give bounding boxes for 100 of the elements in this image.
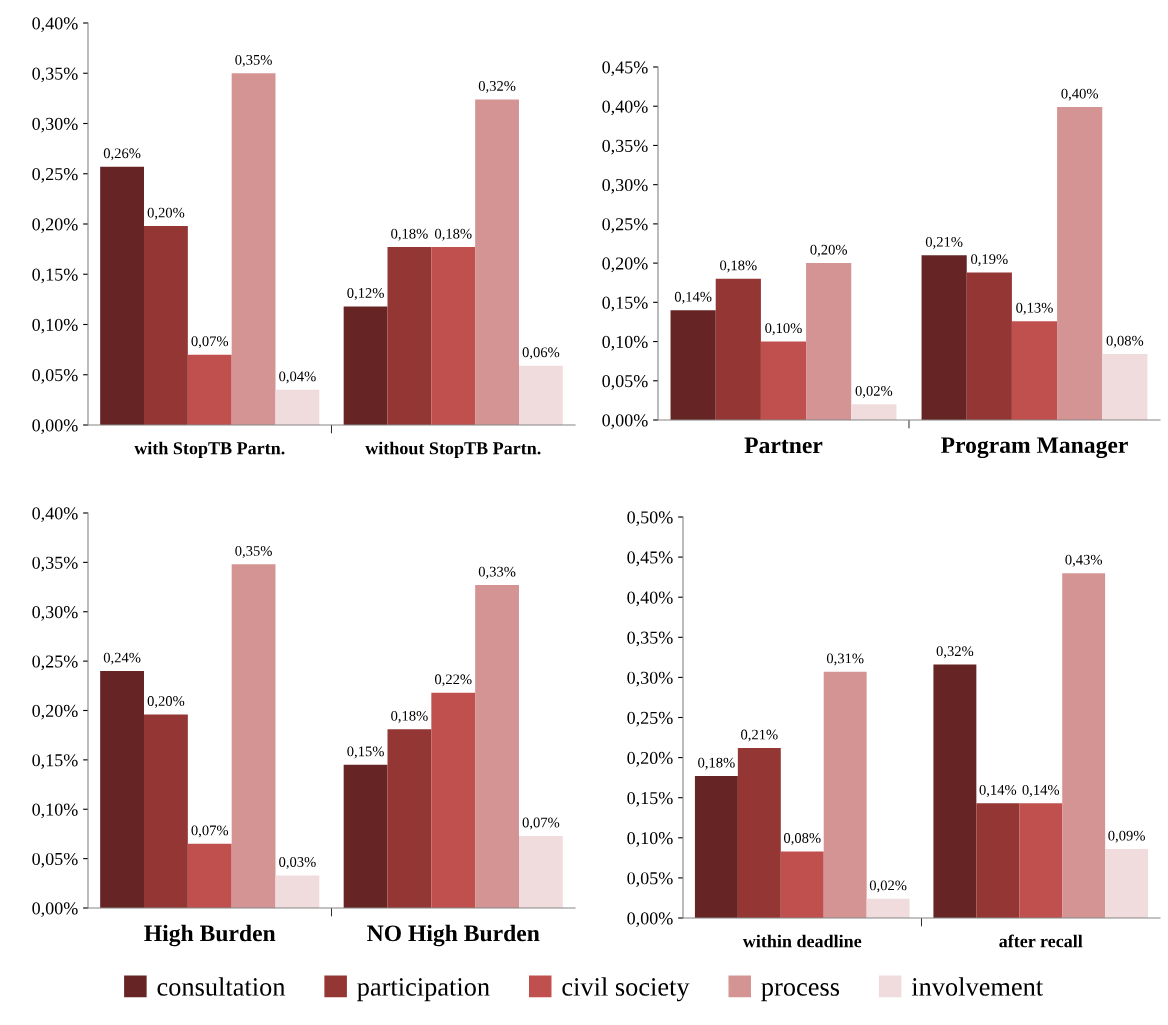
bar <box>976 803 1020 918</box>
bar <box>823 671 867 918</box>
bar <box>1011 321 1058 420</box>
data-label: 0,07% <box>522 817 560 830</box>
bar <box>921 255 967 420</box>
y-tick-label: 0,45% <box>602 61 648 77</box>
y-tick-label: 0,00% <box>32 902 78 918</box>
bar <box>187 843 232 908</box>
data-label: 0,22% <box>434 674 472 687</box>
y-tick-label: 0,50% <box>627 511 673 527</box>
data-label: 0,33% <box>478 566 516 579</box>
bar <box>1102 354 1148 420</box>
bar <box>1057 107 1103 420</box>
data-label: 0,32% <box>478 81 516 93</box>
bar <box>431 247 476 425</box>
y-tick-label: 0,30% <box>32 606 78 621</box>
y-tick-label: 0,30% <box>602 178 648 194</box>
y-tick-label: 0,30% <box>627 671 673 687</box>
y-tick-label: 0,25% <box>32 655 78 671</box>
data-label: 0,35% <box>235 545 272 558</box>
bar <box>966 272 1012 420</box>
bar <box>475 585 519 908</box>
y-tick-label: 0,35% <box>32 556 78 572</box>
legend-label: process <box>761 983 840 1002</box>
y-tick-label: 0,10% <box>32 803 78 819</box>
y-tick-label: 0,10% <box>602 335 648 351</box>
y-tick-label: 0,05% <box>627 872 673 887</box>
data-label: 0,18% <box>391 228 428 241</box>
y-tick-label: 0,15% <box>32 268 78 284</box>
y-tick-label: 0,40% <box>32 17 78 33</box>
data-label: 0,31% <box>826 653 864 666</box>
legend-label: civil society <box>562 977 690 1002</box>
y-tick-label: 0,25% <box>627 711 673 727</box>
data-label: 0,15% <box>347 746 384 759</box>
y-tick-label: 0,10% <box>627 832 673 847</box>
bar <box>100 166 144 425</box>
data-label: 0,02% <box>869 880 907 893</box>
y-tick-label: 0,00% <box>627 912 673 928</box>
data-label: 0,09% <box>1108 830 1145 843</box>
data-label: 0,35% <box>235 54 272 67</box>
y-tick-label: 0,40% <box>627 591 673 607</box>
y-tick-label: 0,25% <box>32 168 78 183</box>
bar <box>475 99 519 425</box>
legend-label: involvement <box>911 977 1044 996</box>
data-label: 0,14% <box>1022 784 1060 797</box>
y-tick-label: 0,00% <box>602 414 648 430</box>
data-label: 0,08% <box>783 833 821 846</box>
data-label: 0,02% <box>855 385 893 398</box>
y-tick-label: 0,05% <box>32 369 78 384</box>
bar <box>866 898 910 918</box>
data-label: 0,03% <box>279 857 316 869</box>
x-tick-label: NO High Burden <box>367 924 540 947</box>
data-label: 0,20% <box>147 207 185 220</box>
y-tick-label: 0,20% <box>32 218 78 234</box>
x-tick-label: without StopTB Partn. <box>365 441 541 459</box>
bar <box>343 764 388 908</box>
bar <box>1062 573 1106 918</box>
data-label: 0,18% <box>698 757 735 770</box>
y-tick-label: 0,40% <box>32 507 78 523</box>
x-tick-label: after recall <box>999 934 1083 948</box>
y-tick-label: 0,35% <box>32 67 78 83</box>
data-label: 0,20% <box>147 696 185 709</box>
x-tick-label: Program Manager <box>941 437 1128 459</box>
bar <box>694 776 738 918</box>
bar <box>387 247 432 425</box>
bar <box>231 564 276 908</box>
data-label: 0,18% <box>434 228 472 241</box>
bar <box>231 73 276 425</box>
bar <box>275 389 320 425</box>
y-tick-label: 0,20% <box>32 704 78 720</box>
y-tick-label: 0,45% <box>627 551 673 567</box>
bar <box>275 875 320 908</box>
bar <box>387 729 432 908</box>
y-tick-label: 0,00% <box>32 419 78 435</box>
data-label: 0,18% <box>391 710 428 723</box>
data-label: 0,07% <box>191 336 229 349</box>
bar <box>144 226 188 425</box>
data-label: 0,43% <box>1065 554 1103 567</box>
bar <box>806 263 852 420</box>
y-tick-label: 0,15% <box>32 754 78 769</box>
legend-label: consultation <box>157 977 286 996</box>
data-label: 0,21% <box>741 729 778 742</box>
data-label: 0,12% <box>347 288 384 300</box>
y-tick-label: 0,25% <box>602 218 648 233</box>
y-tick-label: 0,20% <box>627 751 673 767</box>
data-label: 0,20% <box>810 244 848 257</box>
data-label: 0,14% <box>674 291 712 304</box>
bar <box>343 306 388 425</box>
bar <box>431 692 476 908</box>
bar <box>780 851 824 918</box>
data-label: 0,19% <box>971 254 1008 267</box>
x-tick-label: with StopTB Partn. <box>134 441 285 459</box>
bar <box>670 310 716 420</box>
data-label: 0,04% <box>279 371 316 384</box>
y-tick-label: 0,35% <box>602 139 648 155</box>
y-tick-label: 0,30% <box>32 117 78 133</box>
bar <box>518 365 563 425</box>
x-tick-label: Partner <box>744 437 823 454</box>
data-label: 0,06% <box>522 347 560 360</box>
y-tick-label: 0,40% <box>602 100 648 116</box>
